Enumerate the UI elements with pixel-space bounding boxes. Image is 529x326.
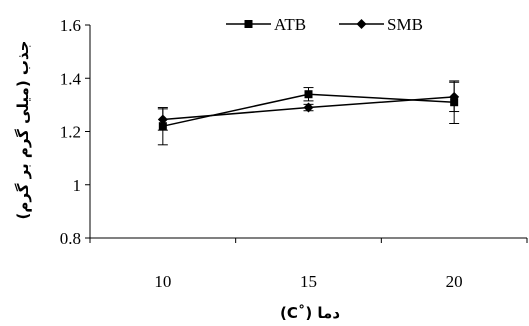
x-tick-label: 20 (446, 272, 463, 291)
y-tick-label: 1.6 (60, 16, 81, 35)
data-point (449, 91, 460, 102)
series-layer (157, 80, 460, 146)
legend-marker (244, 20, 253, 28)
x-tick-label: 15 (300, 272, 317, 291)
y-tick-label: 1 (73, 176, 82, 195)
y-tick-label: 1.2 (60, 123, 81, 142)
legend-entry-smb: SMB (339, 15, 423, 34)
data-point (304, 90, 313, 99)
series-atb (157, 80, 460, 146)
legend-label: SMB (387, 15, 423, 34)
y-tick-label: 1.4 (60, 69, 82, 88)
data-point (157, 114, 168, 125)
x-tick-label: 10 (154, 272, 171, 291)
legend: ATB SMB (226, 15, 423, 34)
y-axis-label: جذب (میلی گرم بر گرم) (14, 41, 32, 220)
legend-label: ATB (274, 15, 306, 34)
series-smb (157, 81, 460, 131)
x-axis-label: دما (˚C) (280, 304, 340, 322)
y-tick-label: 0.8 (60, 229, 81, 248)
legend-marker (356, 19, 367, 29)
axes: 0.8 1 1.2 1.4 1.6 10 15 20 (60, 16, 528, 291)
data-point (303, 102, 314, 113)
legend-entry-atb: ATB (226, 15, 306, 34)
